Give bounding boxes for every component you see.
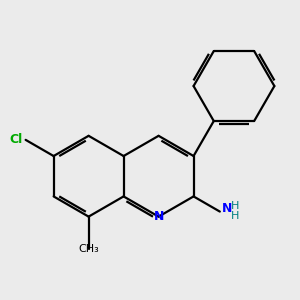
Text: Cl: Cl <box>9 134 22 146</box>
Text: N: N <box>153 210 164 223</box>
Text: N: N <box>222 202 232 215</box>
Text: H: H <box>231 200 239 211</box>
Text: CH₃: CH₃ <box>78 244 99 254</box>
Text: H: H <box>231 211 239 220</box>
